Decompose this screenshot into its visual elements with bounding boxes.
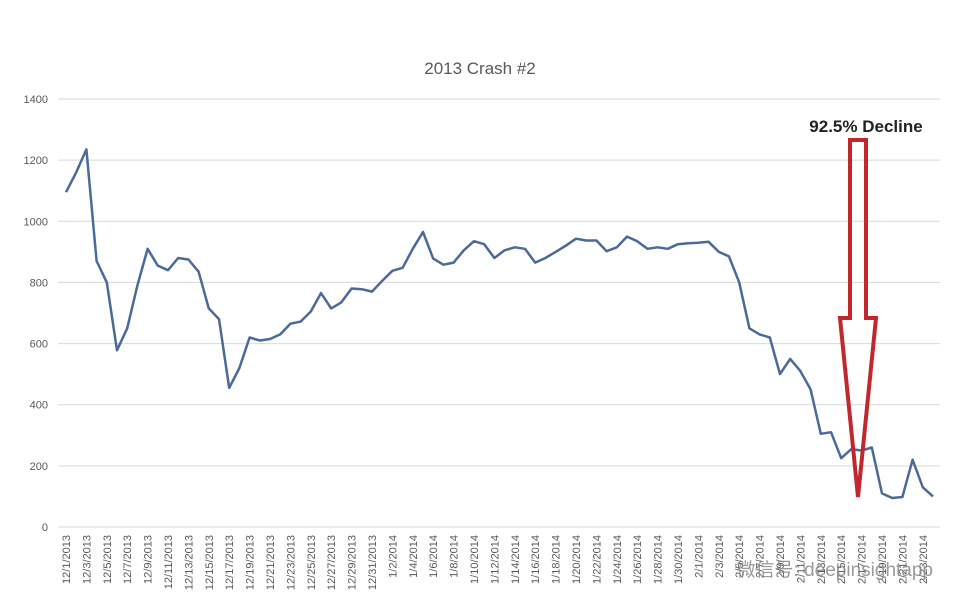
x-tick-label: 2/13/2014 xyxy=(816,535,828,584)
x-tick-label: 2/11/2014 xyxy=(795,535,807,583)
y-tick-label: 200 xyxy=(30,461,48,473)
x-tick-label: 12/21/2013 xyxy=(265,535,277,590)
y-tick-label: 400 xyxy=(30,400,48,412)
x-tick-label: 2/15/2014 xyxy=(836,535,848,584)
x-tick-label: 1/22/2014 xyxy=(591,535,603,584)
y-tick-label: 800 xyxy=(30,277,48,289)
x-tick-label: 12/11/2013 xyxy=(163,535,175,589)
x-tick-label: 12/15/2013 xyxy=(204,535,216,590)
x-tick-label: 2/9/2014 xyxy=(775,535,787,578)
x-tick-label: 1/6/2014 xyxy=(428,535,440,578)
x-tick-label: 2/1/2014 xyxy=(693,535,705,578)
x-tick-label: 12/13/2013 xyxy=(183,535,195,590)
x-tick-label: 2/17/2014 xyxy=(857,535,869,584)
x-tick-label: 12/23/2013 xyxy=(285,535,297,590)
x-tick-label: 1/18/2014 xyxy=(551,535,563,584)
x-tick-label: 12/27/2013 xyxy=(326,535,338,590)
x-tick-label: 2/19/2014 xyxy=(877,535,889,584)
chart-title: 2013 Crash #2 xyxy=(424,59,536,78)
x-tick-label: 2/3/2014 xyxy=(714,535,726,578)
x-tick-label: 12/3/2013 xyxy=(81,535,93,584)
x-tick-label: 1/26/2014 xyxy=(632,535,644,584)
x-tick-label: 12/31/2013 xyxy=(367,535,379,590)
x-tick-label: 12/7/2013 xyxy=(122,535,134,584)
x-tick-label: 1/30/2014 xyxy=(673,535,685,584)
x-tick-label: 1/2/2014 xyxy=(387,535,399,578)
y-tick-label: 0 xyxy=(42,522,48,534)
x-tick-label: 1/14/2014 xyxy=(510,535,522,584)
x-tick-label: 1/16/2014 xyxy=(530,535,542,584)
x-tick-label: 12/5/2013 xyxy=(102,535,114,584)
x-tick-label: 2/21/2014 xyxy=(897,535,909,584)
x-tick-label: 12/17/2013 xyxy=(224,535,236,590)
x-tick-label: 12/1/2013 xyxy=(61,535,73,584)
x-tick-label: 2/7/2014 xyxy=(755,535,767,578)
x-tick-label: 1/20/2014 xyxy=(571,535,583,584)
x-tick-label: 1/8/2014 xyxy=(449,535,461,578)
x-tick-label: 1/12/2014 xyxy=(489,535,501,584)
annotation: 92.5% Decline xyxy=(809,117,922,136)
x-tick-label: 12/19/2013 xyxy=(245,535,257,590)
x-tick-label: 2/5/2014 xyxy=(734,535,746,578)
x-tick-label: 2/23/2014 xyxy=(918,535,930,584)
x-tick-label: 1/24/2014 xyxy=(612,535,624,584)
x-tick-label: 1/28/2014 xyxy=(653,535,665,584)
x-tick-label: 1/10/2014 xyxy=(469,535,481,584)
y-tick-label: 1400 xyxy=(24,94,48,106)
price-line xyxy=(64,148,934,500)
x-tick-label: 12/25/2013 xyxy=(306,535,318,590)
x-tick-label: 12/29/2013 xyxy=(347,535,359,590)
y-tick-label: 1200 xyxy=(24,155,48,167)
watermark: 微信号: deepinsightapp xyxy=(737,559,933,581)
y-tick-label: 1000 xyxy=(24,216,48,228)
y-tick-label: 600 xyxy=(30,339,48,351)
x-tick-label: 1/4/2014 xyxy=(408,535,420,578)
decline-arrow xyxy=(837,138,879,498)
x-tick-label: 12/9/2013 xyxy=(143,535,155,584)
